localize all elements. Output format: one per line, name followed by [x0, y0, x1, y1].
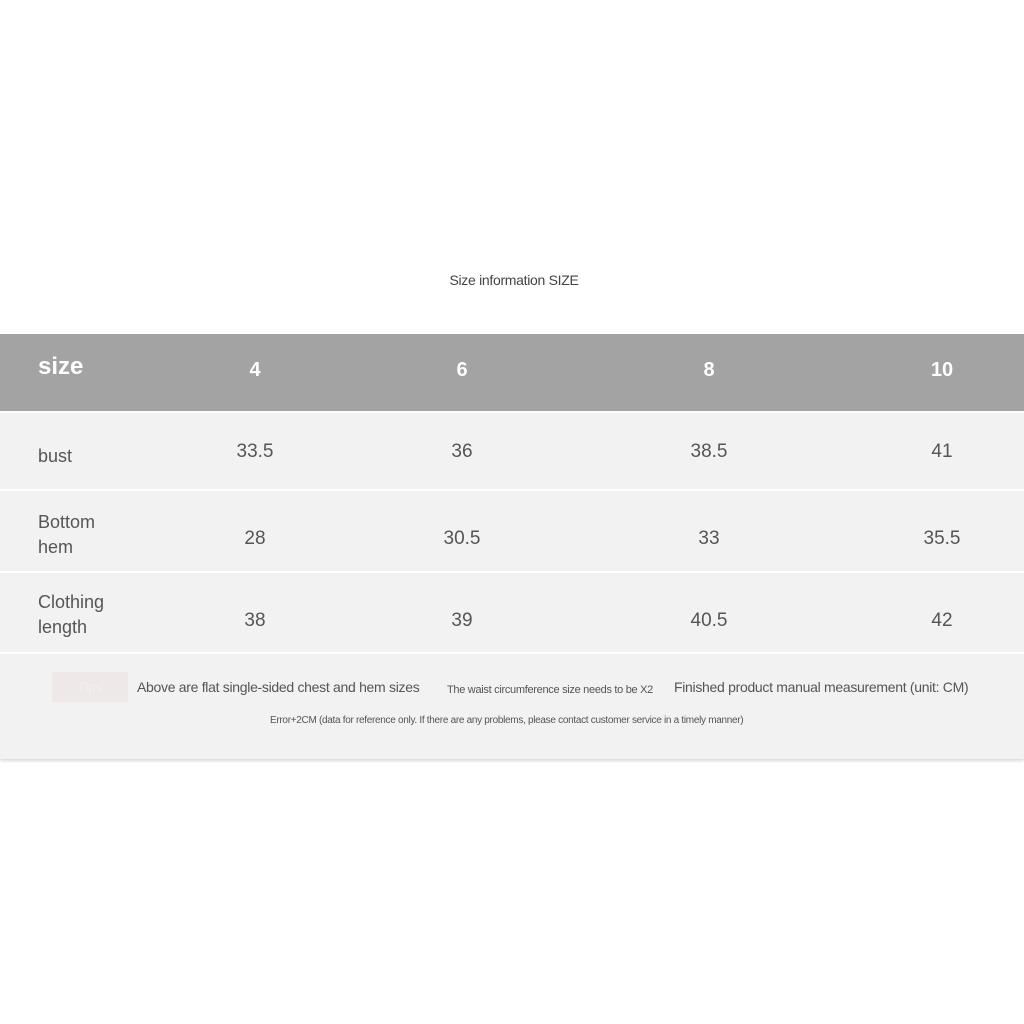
table-cell: 38 — [244, 610, 266, 631]
table-cell: 28 — [244, 528, 266, 549]
table-cell: 40.5 — [690, 610, 728, 631]
row-label: Clothing length — [38, 592, 105, 637]
table-cell: 38.5 — [690, 441, 728, 462]
note-waist: The waist circumference size needs to be… — [447, 684, 653, 696]
size-col: 4 — [249, 359, 261, 381]
table-header: size 4 6 8 10 — [0, 334, 1024, 411]
tips-badge: Tips — [52, 672, 128, 702]
note-flat-sizes: Above are flat single-sided chest and he… — [137, 679, 420, 695]
page-title: Size information SIZE — [449, 272, 579, 288]
size-col: 6 — [456, 359, 468, 381]
table-row: bust 33.5 36 38.5 41 — [0, 413, 1024, 489]
table-cell: 33 — [698, 528, 720, 549]
header-label: size — [38, 353, 84, 380]
notes-footer: Tips Above are flat single-sided chest a… — [0, 654, 1024, 759]
row-label: Bottom hem — [38, 512, 96, 557]
table-row: Clothing length 38 39 40.5 42 — [0, 573, 1024, 652]
table-cell: 35.5 — [923, 528, 961, 549]
table-row: Bottom hem 28 30.5 33 35.5 — [0, 491, 1024, 571]
table-cell: 36 — [451, 441, 473, 462]
table-cell: 30.5 — [443, 528, 481, 549]
size-col: 8 — [703, 359, 715, 381]
note-error: Error+2CM (data for reference only. If t… — [270, 715, 744, 726]
table-cell: 39 — [451, 610, 473, 631]
table-cell: 33.5 — [236, 441, 274, 462]
table-cell: 42 — [931, 610, 953, 631]
row-label: bust — [38, 446, 73, 466]
table-cell: 41 — [931, 441, 953, 462]
note-measurement: Finished product manual measurement (uni… — [674, 679, 969, 695]
size-col: 10 — [930, 359, 954, 381]
